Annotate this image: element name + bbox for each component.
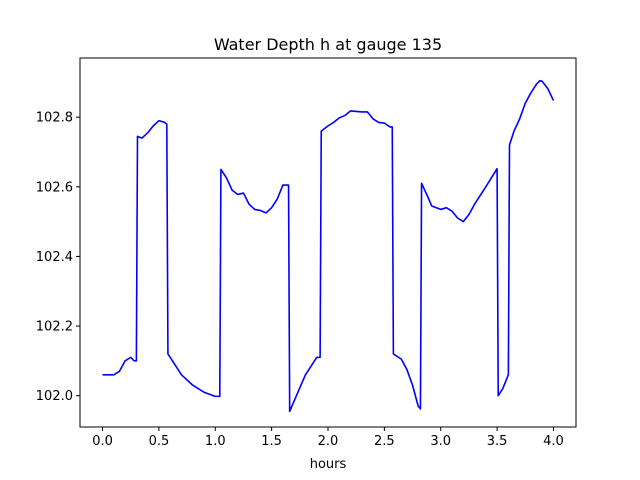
- chart-title: Water Depth h at gauge 135: [214, 35, 442, 54]
- series-line: [102, 79, 555, 413]
- y-axis-ticks: 102.0 102.2 102.4 102.6 102.8: [36, 111, 80, 404]
- y-tick-label: 102.2: [36, 320, 73, 335]
- x-tick-label: 2.0: [318, 434, 339, 449]
- x-tick-label: 3.0: [430, 434, 451, 449]
- x-axis-ticks: 0.0 0.5 1.0 1.5 2.0 2.5 3.0 3.5 4.0: [92, 427, 564, 449]
- x-tick-label: 0.5: [149, 434, 170, 449]
- y-tick-label: 102.0: [36, 389, 73, 404]
- series-layer: [102, 79, 555, 413]
- x-tick-label: 0.0: [92, 434, 113, 449]
- y-tick-label: 102.6: [36, 180, 73, 195]
- x-tick-label: 3.5: [487, 434, 508, 449]
- y-tick-label: 102.8: [36, 111, 73, 126]
- x-axis-label: hours: [310, 457, 347, 472]
- y-tick-label: 102.4: [36, 250, 73, 265]
- plot-area: 0.0 0.5 1.0 1.5 2.0 2.5 3.0 3.5 4.0 102.0102.210…: [36, 57, 577, 449]
- plot-frame: [79, 57, 577, 428]
- x-tick-label: 4.0: [543, 434, 564, 449]
- x-tick-label: 1.0: [205, 434, 226, 449]
- x-tick-label: 1.5: [261, 434, 282, 449]
- x-tick-label: 2.5: [374, 434, 395, 449]
